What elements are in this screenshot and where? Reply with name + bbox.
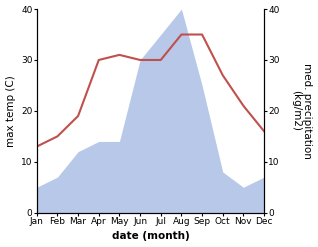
Y-axis label: max temp (C): max temp (C) xyxy=(5,75,16,147)
Y-axis label: med. precipitation
(kg/m2): med. precipitation (kg/m2) xyxy=(291,63,313,159)
X-axis label: date (month): date (month) xyxy=(112,231,189,242)
